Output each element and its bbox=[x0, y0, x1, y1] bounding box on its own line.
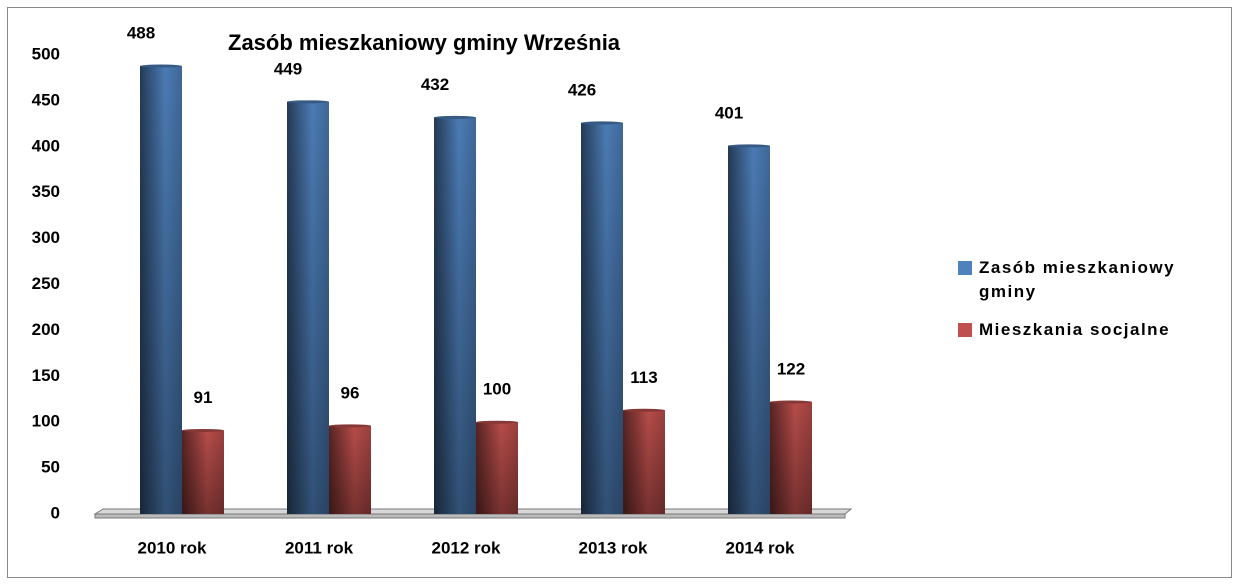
data-label: 96 bbox=[341, 383, 360, 402]
x-tick-label: 2013 rok bbox=[579, 538, 649, 557]
y-tick-label: 350 bbox=[32, 182, 60, 201]
bar-top bbox=[728, 144, 770, 148]
legend-item: Mieszkania socjalne bbox=[958, 318, 1208, 342]
legend-label: Mieszkania socjalne bbox=[979, 320, 1171, 339]
bar-top bbox=[581, 121, 623, 125]
bar-top bbox=[287, 100, 329, 104]
bar-top bbox=[770, 400, 812, 404]
legend-item: Zasób mieszkaniowy gminy bbox=[958, 256, 1208, 304]
data-label: 426 bbox=[568, 80, 596, 99]
data-label: 488 bbox=[127, 24, 155, 43]
legend-swatch bbox=[958, 261, 972, 275]
chart-frame bbox=[7, 7, 1232, 578]
y-tick-label: 50 bbox=[41, 458, 60, 477]
legend-swatch bbox=[958, 323, 972, 337]
bar-top bbox=[623, 408, 665, 412]
y-tick-label: 200 bbox=[32, 320, 60, 339]
bar-shade bbox=[770, 402, 812, 514]
legend: Zasób mieszkaniowy gminy Mieszkania socja… bbox=[958, 256, 1208, 356]
y-tick-label: 150 bbox=[32, 366, 60, 385]
data-label: 91 bbox=[194, 388, 213, 407]
data-label: 100 bbox=[483, 380, 511, 399]
x-tick-label: 2012 rok bbox=[432, 538, 502, 557]
y-tick-label: 500 bbox=[32, 44, 60, 63]
y-tick-label: 100 bbox=[32, 412, 60, 431]
bar-shade bbox=[476, 422, 518, 514]
bar-top bbox=[329, 424, 371, 428]
bar-shade bbox=[140, 66, 182, 515]
data-label: 113 bbox=[630, 368, 657, 387]
x-tick-label: 2010 rok bbox=[138, 538, 208, 557]
bar-top bbox=[476, 420, 518, 424]
bar-top bbox=[140, 64, 182, 68]
bar-shade bbox=[182, 430, 224, 514]
bar-shade bbox=[623, 410, 665, 514]
bar-top bbox=[182, 428, 224, 432]
legend-label: Zasób mieszkaniowy gminy bbox=[979, 258, 1176, 301]
data-label: 401 bbox=[715, 103, 743, 122]
y-tick-label: 300 bbox=[32, 228, 60, 247]
y-tick-label: 450 bbox=[32, 90, 60, 109]
chart-title: Zasób mieszkaniowy gminy Września bbox=[228, 30, 621, 55]
x-tick-label: 2011 rok bbox=[285, 538, 354, 557]
y-tick-label: 250 bbox=[32, 274, 60, 293]
x-tick-label: 2014 rok bbox=[726, 538, 796, 557]
y-tick-label: 400 bbox=[32, 136, 60, 155]
bar-top bbox=[434, 115, 476, 119]
data-label: 449 bbox=[274, 59, 302, 78]
y-tick-label: 0 bbox=[51, 503, 60, 522]
data-label: 432 bbox=[421, 75, 449, 94]
floor-front bbox=[94, 513, 846, 519]
bar-shade bbox=[581, 122, 623, 514]
bar-shade bbox=[287, 101, 329, 515]
data-label: 122 bbox=[777, 359, 805, 378]
bar-shade bbox=[329, 425, 371, 514]
bar-shade bbox=[434, 117, 476, 514]
bar-shade bbox=[728, 145, 770, 514]
